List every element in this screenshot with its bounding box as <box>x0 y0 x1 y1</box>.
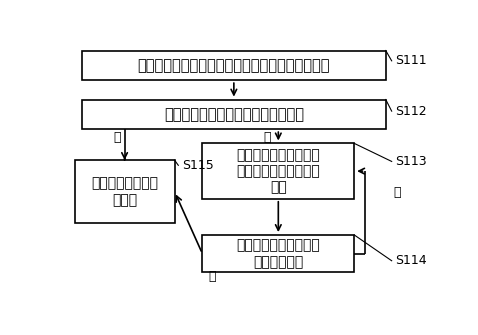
Bar <box>75 160 174 223</box>
Text: 否: 否 <box>263 131 271 144</box>
Text: 接收并解析配网数据信
息中后续数据包的数据
单元: 接收并解析配网数据信 息中后续数据包的数据 单元 <box>237 148 320 194</box>
Text: 是: 是 <box>113 131 121 144</box>
Text: S115: S115 <box>182 159 214 172</box>
Bar <box>82 51 386 80</box>
Bar <box>82 99 386 129</box>
Text: 判断是否已获得完整的配网数据信息: 判断是否已获得完整的配网数据信息 <box>164 107 304 122</box>
Text: S112: S112 <box>395 105 427 118</box>
Text: 解析完整的配网数
据信息: 解析完整的配网数 据信息 <box>91 177 158 207</box>
Text: S113: S113 <box>395 155 427 168</box>
Text: 是: 是 <box>208 270 216 283</box>
Text: S114: S114 <box>395 254 427 267</box>
Text: 否: 否 <box>393 186 401 199</box>
Text: S111: S111 <box>395 54 427 67</box>
Text: 接收并解析配网数据信息中第一数据包的数据单元: 接收并解析配网数据信息中第一数据包的数据单元 <box>138 58 330 73</box>
Text: 判断是否已获得完整的
配网数据信息: 判断是否已获得完整的 配网数据信息 <box>237 239 320 269</box>
Bar <box>202 143 354 199</box>
Bar <box>202 235 354 272</box>
